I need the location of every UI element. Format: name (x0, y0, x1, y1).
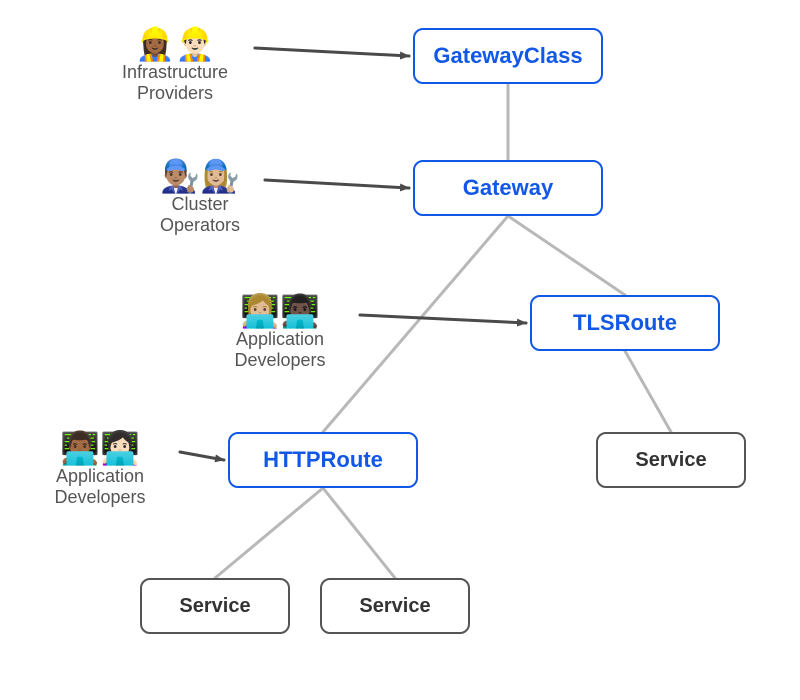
node-label: TLSRoute (573, 310, 677, 336)
persona-icon: 👷🏾‍♀️👷🏻‍♂️ (100, 28, 250, 60)
node-service-b: Service (320, 578, 470, 634)
persona-icon: 👨🏽‍🔧👩🏼‍🔧 (140, 160, 260, 192)
node-label: Service (359, 595, 430, 618)
node-label: Service (635, 449, 706, 472)
persona-application-developers-1: 👩🏼‍💻👨🏿‍💻 Application Developers (205, 295, 355, 370)
node-service-a: Service (140, 578, 290, 634)
persona-infrastructure-providers: 👷🏾‍♀️👷🏻‍♂️ Infrastructure Providers (100, 28, 250, 103)
persona-cluster-operators: 👨🏽‍🔧👩🏼‍🔧 Cluster Operators (140, 160, 260, 235)
persona-label: Infrastructure Providers (100, 62, 250, 103)
node-tlsroute: TLSRoute (530, 295, 720, 351)
node-httproute: HTTPRoute (228, 432, 418, 488)
persona-icon: 👨🏾‍💻👩🏻‍💻 (25, 432, 175, 464)
persona-label: Application Developers (25, 466, 175, 507)
diagram-stage: { "canvas": { "width": 800, "height": 70… (0, 0, 800, 700)
node-service-tls: Service (596, 432, 746, 488)
persona-label: Cluster Operators (140, 194, 260, 235)
persona-icon: 👩🏼‍💻👨🏿‍💻 (205, 295, 355, 327)
persona-arrows (180, 48, 526, 460)
node-gateway: Gateway (413, 160, 603, 216)
node-label: Service (179, 595, 250, 618)
persona-application-developers-2: 👨🏾‍💻👩🏻‍💻 Application Developers (25, 432, 175, 507)
node-label: Gateway (463, 175, 554, 201)
node-label: HTTPRoute (263, 447, 383, 473)
node-label: GatewayClass (433, 43, 582, 69)
node-gatewayclass: GatewayClass (413, 28, 603, 84)
persona-label: Application Developers (205, 329, 355, 370)
